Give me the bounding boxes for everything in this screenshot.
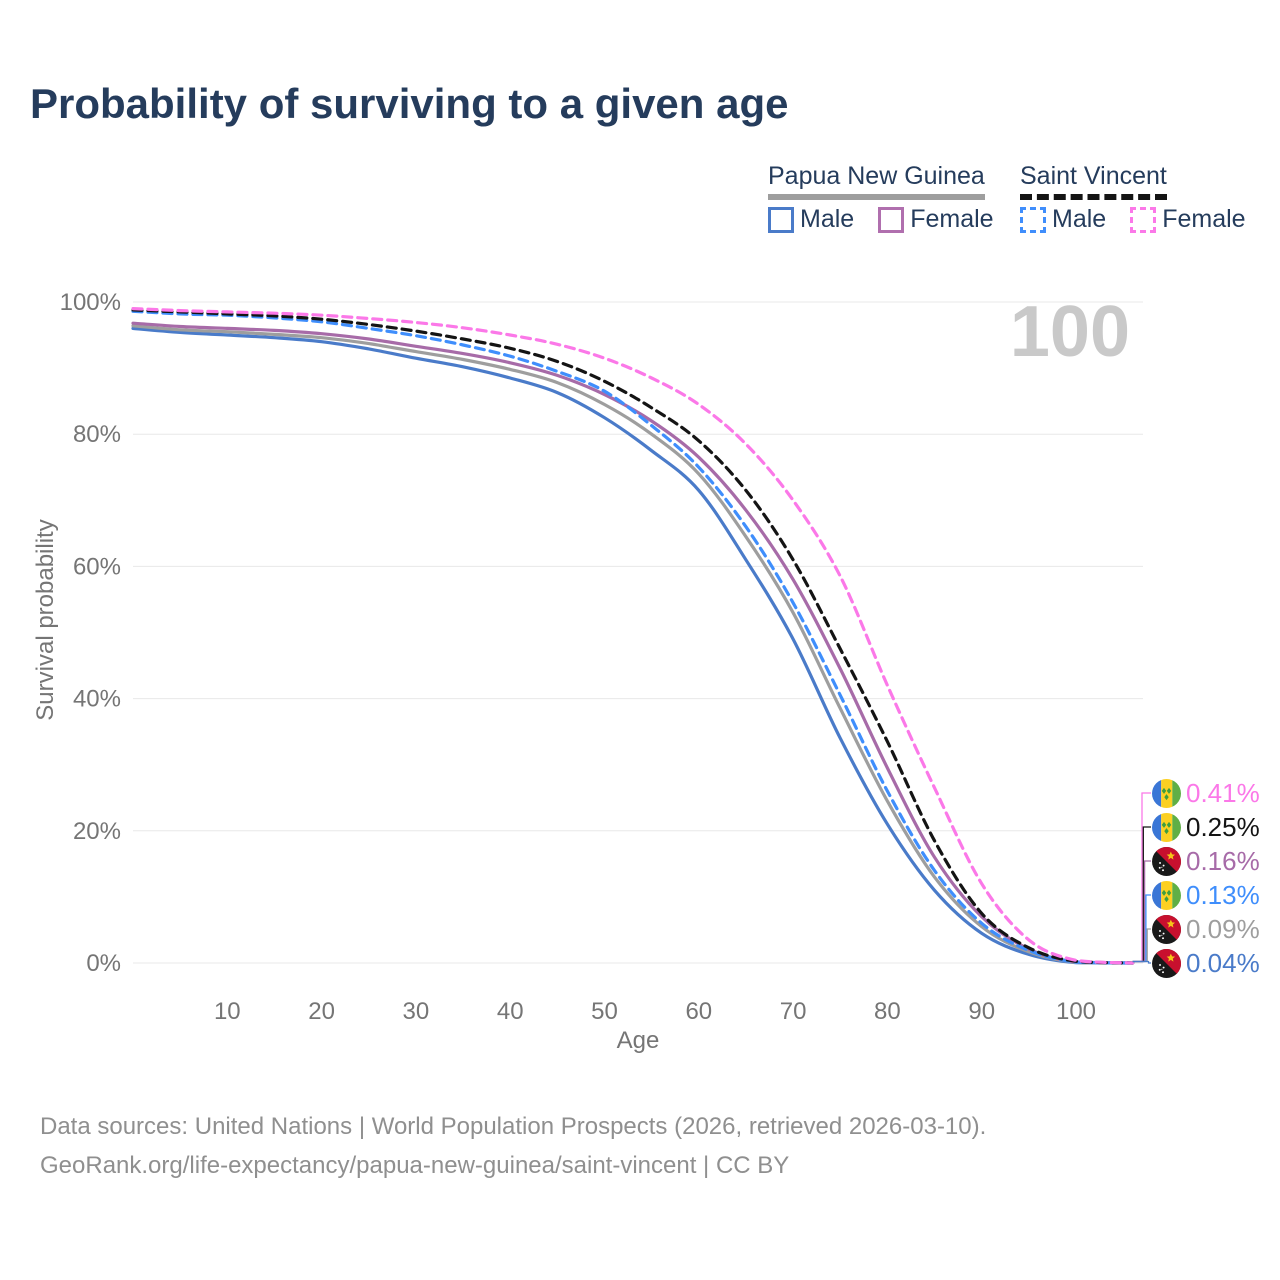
saint-vincent-flag-icon xyxy=(1152,778,1181,808)
legend-label-sv-female: Female xyxy=(1162,205,1246,233)
x-tick-80: 80 xyxy=(874,998,901,1025)
x-axis-tick-labels: 10 20 30 40 50 60 70 80 90 100 xyxy=(214,998,1096,1025)
y-tick-0: 0% xyxy=(86,950,121,977)
legend-item-png-male[interactable]: Male xyxy=(768,205,854,234)
x-axis-title: Age xyxy=(617,1027,660,1054)
end-value-png_female: 0.16% xyxy=(1186,845,1260,876)
legend-label-png-female: Female xyxy=(910,205,994,233)
connector-png_male xyxy=(1132,960,1151,964)
sv-male-swatch-icon xyxy=(1020,206,1046,233)
curve-png_both[interactable] xyxy=(131,324,1135,965)
legend-group-papua-new-guinea: Papua New Guinea xyxy=(768,162,985,200)
label-connectors xyxy=(1132,792,1151,964)
legend-item-png-female[interactable]: Female xyxy=(878,205,994,234)
y-tick-60: 60% xyxy=(73,553,121,580)
x-tick-40: 40 xyxy=(497,998,524,1025)
saint-vincent-flag-icon xyxy=(1152,812,1181,842)
x-tick-70: 70 xyxy=(780,998,807,1025)
x-tick-20: 20 xyxy=(308,998,335,1025)
hover-age-watermark: 100 xyxy=(1009,292,1130,372)
y-axis-tick-labels: 0% 20% 40% 60% 80% 100% xyxy=(60,289,121,977)
survival-curves xyxy=(131,307,1135,965)
end-label-sv_male: 0.13% xyxy=(1152,880,1260,910)
y-tick-100: 100% xyxy=(60,289,121,316)
end-label-png_both: 0.09% xyxy=(1152,914,1260,944)
page-title: Probability of surviving to a given age xyxy=(30,80,789,127)
png-male-swatch-icon xyxy=(768,206,794,233)
png-female-swatch-icon xyxy=(878,206,905,233)
papua-new-guinea-flag-icon xyxy=(1152,948,1181,978)
end-value-sv_both: 0.25% xyxy=(1186,811,1260,842)
curve-png_male[interactable] xyxy=(131,326,1135,965)
end-label-png_male: 0.04% xyxy=(1152,948,1260,978)
x-tick-50: 50 xyxy=(591,998,618,1025)
curve-png_female[interactable] xyxy=(131,321,1135,965)
x-tick-100: 100 xyxy=(1056,998,1096,1025)
x-tick-30: 30 xyxy=(403,998,430,1025)
legend-country-papua-new-guinea: Papua New Guinea xyxy=(768,162,985,200)
end-label-sv_both: 0.25% xyxy=(1152,812,1260,842)
end-value-sv_female: 0.41% xyxy=(1186,777,1260,808)
source-line-2: GeoRank.org/life-expectancy/papua-new-gu… xyxy=(40,1151,790,1179)
end-label-png_female: 0.16% xyxy=(1152,846,1260,876)
papua-new-guinea-flag-icon xyxy=(1152,914,1181,944)
end-label-sv_female: 0.41% xyxy=(1152,778,1260,808)
legend-country-saint-vincent: Saint Vincent xyxy=(1020,162,1167,200)
legend-item-sv-female[interactable]: Female xyxy=(1130,205,1246,234)
papua-new-guinea-flag-icon xyxy=(1152,846,1181,876)
curve-sv_female[interactable] xyxy=(131,307,1135,965)
connector-sv_female xyxy=(1132,792,1151,963)
curve-sv_both[interactable] xyxy=(131,308,1135,965)
end-value-png_both: 0.09% xyxy=(1186,913,1260,944)
legend-group-saint-vincent: Saint Vincent xyxy=(1020,162,1167,200)
legend-items-saint-vincent: Male Female xyxy=(1020,205,1270,234)
y-tick-80: 80% xyxy=(73,421,121,448)
curve-sv_male[interactable] xyxy=(131,309,1135,965)
x-tick-10: 10 xyxy=(214,998,241,1025)
legend-label-png-male: Male xyxy=(800,205,855,233)
gridlines xyxy=(133,301,1143,964)
end-value-png_male: 0.04% xyxy=(1186,947,1260,978)
x-tick-60: 60 xyxy=(685,998,712,1025)
y-tick-40: 40% xyxy=(73,686,121,713)
source-line-1: Data sources: United Nations | World Pop… xyxy=(40,1113,987,1140)
x-tick-90: 90 xyxy=(968,998,995,1025)
legend-item-sv-male[interactable]: Male xyxy=(1020,205,1106,234)
saint-vincent-flag-icon xyxy=(1152,880,1181,910)
source-attribution: Data sources: United Nations | World Pop… xyxy=(40,1108,986,1186)
y-tick-20: 20% xyxy=(73,818,121,845)
legend-label-sv-male: Male xyxy=(1052,205,1107,233)
legend-items-papua-new-guinea: Male Female xyxy=(768,205,1018,234)
end-value-sv_male: 0.13% xyxy=(1186,879,1260,910)
sv-female-swatch-icon xyxy=(1130,206,1157,233)
